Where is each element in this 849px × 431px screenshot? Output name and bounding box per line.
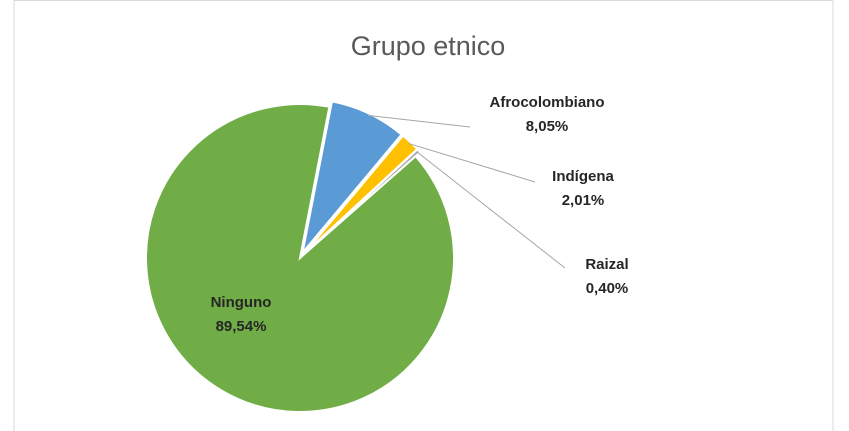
data-label-value: 2,01% bbox=[562, 192, 605, 209]
leader-line bbox=[416, 151, 566, 269]
data-label-name: Ninguno bbox=[211, 294, 272, 311]
data-label-value: 89,54% bbox=[216, 318, 267, 335]
data-label-value: 8,05% bbox=[526, 118, 569, 135]
pie-slice bbox=[300, 100, 403, 257]
chart-title: Grupo etnico bbox=[351, 31, 506, 61]
data-label-name: Raizal bbox=[585, 256, 628, 273]
data-label-name: Afrocolombiano bbox=[490, 94, 605, 111]
leader-line bbox=[408, 143, 536, 183]
leader-line bbox=[367, 114, 471, 128]
pie-slice bbox=[145, 103, 455, 413]
data-label-value: 0,40% bbox=[586, 280, 629, 297]
data-label-name: Indígena bbox=[552, 168, 614, 185]
